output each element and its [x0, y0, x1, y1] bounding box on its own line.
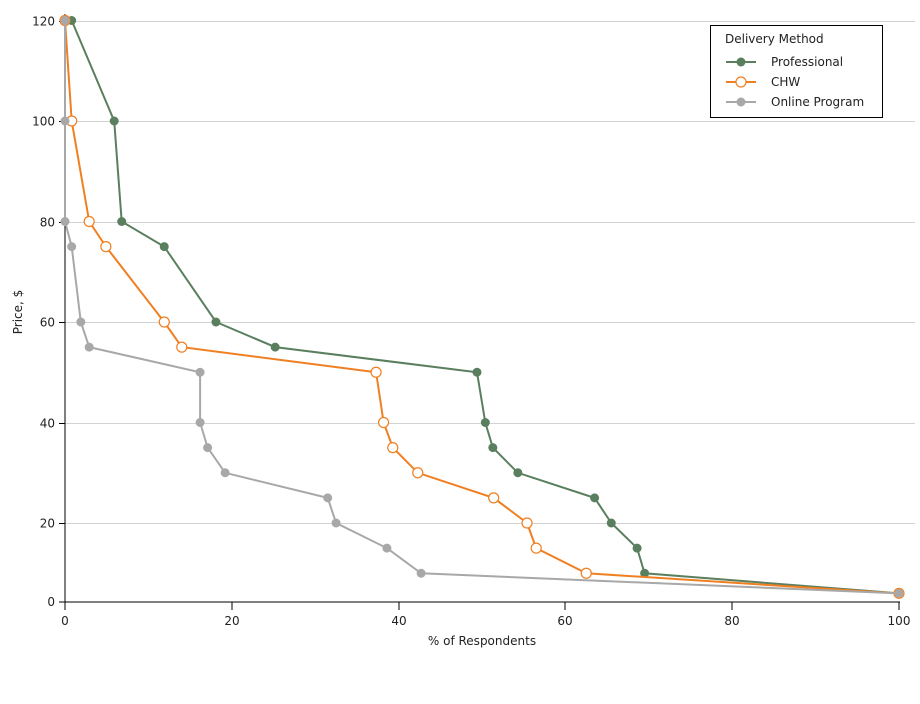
data-point — [416, 568, 426, 578]
data-point — [377, 416, 390, 429]
y-axis-label: Price, $ — [11, 290, 25, 335]
x-tick-label: 20 — [224, 614, 239, 628]
data-point — [203, 443, 213, 453]
data-point — [472, 367, 482, 377]
data-point — [195, 367, 205, 377]
y-tick-label: 20 — [40, 517, 55, 531]
data-point — [60, 16, 70, 25]
series-group — [59, 14, 905, 599]
x-tick-label: 60 — [557, 614, 572, 628]
y-tick-label: 40 — [40, 417, 55, 431]
data-point — [387, 442, 399, 454]
y-tick-label: 0 — [47, 595, 55, 609]
data-point — [488, 492, 500, 504]
legend-title: Delivery Method — [725, 32, 824, 46]
y-tick-label: 60 — [40, 316, 55, 330]
data-point — [211, 317, 221, 327]
data-point — [488, 443, 498, 453]
data-point — [331, 518, 341, 528]
data-point — [370, 366, 382, 378]
series-professional — [67, 16, 904, 598]
data-point — [521, 517, 533, 529]
y-tick-label: 80 — [40, 216, 55, 230]
legend-label: Online Program — [771, 95, 864, 109]
data-point — [606, 518, 616, 528]
data-point — [100, 241, 112, 253]
legend-label: CHW — [771, 75, 800, 89]
data-point — [590, 493, 600, 503]
axes: 0 20 40 60 80 100 120 0 20 40 60 80 100 — [32, 14, 910, 628]
data-point — [60, 217, 70, 226]
series-chw — [59, 14, 905, 599]
x-axis-label: % of Respondents — [428, 634, 536, 648]
data-point — [382, 543, 392, 553]
data-point — [580, 567, 592, 579]
data-point — [117, 217, 127, 226]
legend-swatch-marker — [736, 97, 746, 107]
legend-label: Professional — [771, 55, 843, 69]
x-tick-label: 80 — [724, 614, 739, 628]
data-point — [109, 116, 119, 126]
data-point — [530, 542, 542, 554]
gridlines — [65, 21, 915, 524]
data-point — [220, 468, 230, 478]
data-point — [412, 467, 424, 479]
legend-swatch-marker — [735, 76, 747, 88]
data-point — [323, 493, 333, 503]
data-point — [894, 588, 904, 598]
y-tick-label: 120 — [32, 15, 55, 29]
legend: Delivery Method Professional CHW Online Pr… — [710, 25, 883, 118]
data-point — [67, 242, 77, 252]
data-point — [76, 317, 86, 327]
data-point — [159, 242, 169, 252]
data-point — [640, 568, 650, 578]
data-point — [632, 543, 642, 553]
legend-swatch-marker — [736, 57, 746, 67]
data-point — [84, 342, 94, 352]
data-point — [513, 468, 523, 478]
data-point — [60, 116, 70, 126]
x-tick-label: 0 — [61, 614, 69, 628]
data-point — [176, 341, 188, 353]
x-tick-label: 100 — [888, 614, 911, 628]
data-point — [195, 418, 205, 427]
series-online-program — [60, 16, 904, 598]
data-point — [83, 215, 95, 228]
data-point — [270, 342, 280, 352]
x-tick-label: 40 — [391, 614, 406, 628]
data-point — [480, 418, 490, 427]
data-point — [158, 316, 170, 328]
y-tick-label: 100 — [32, 115, 55, 129]
